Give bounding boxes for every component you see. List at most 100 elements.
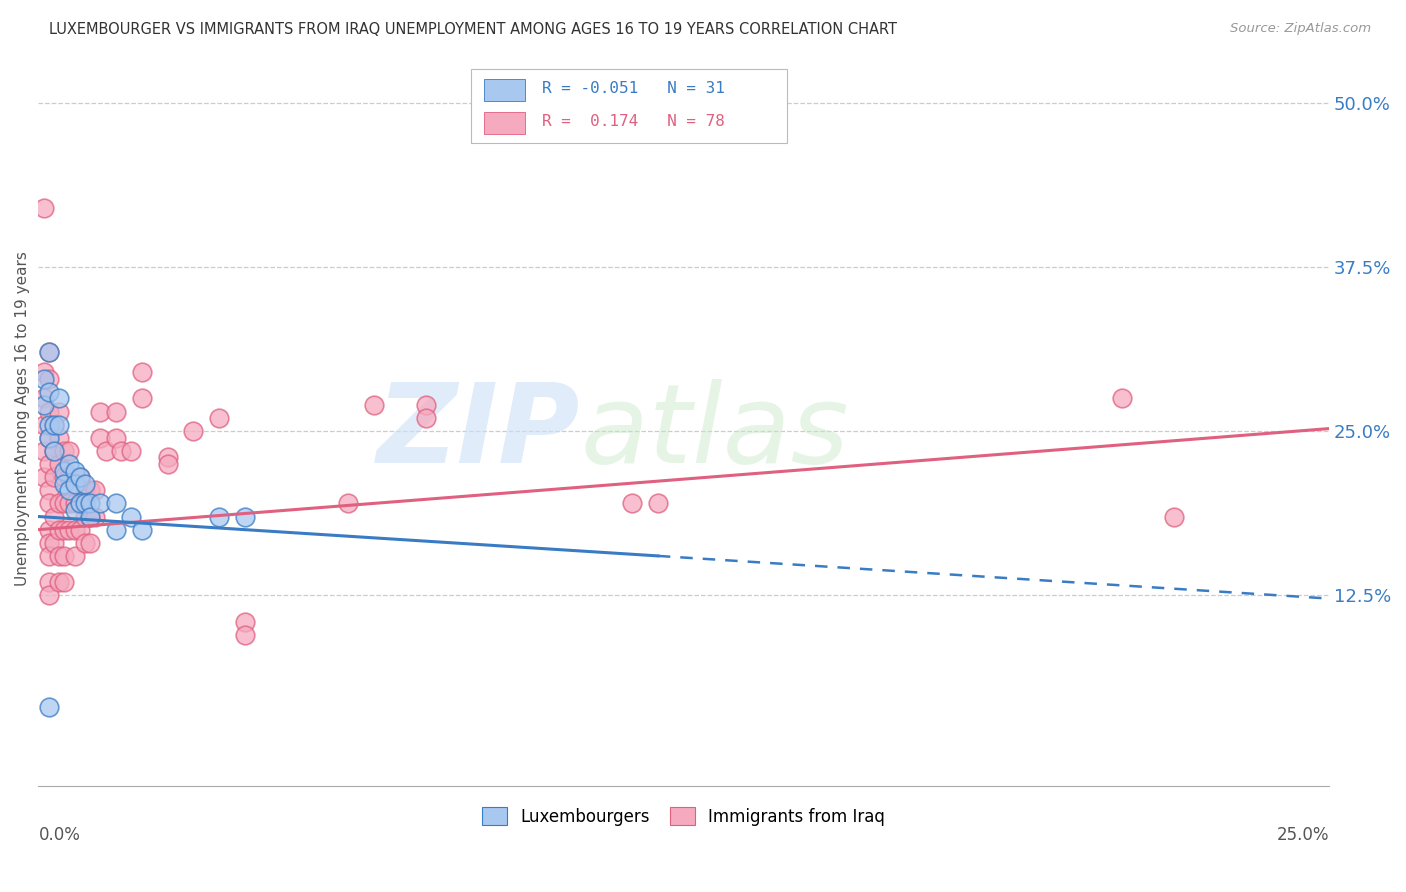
Point xyxy=(73,496,96,510)
Point xyxy=(1163,509,1185,524)
Point xyxy=(38,575,60,590)
Point xyxy=(131,365,153,379)
Point xyxy=(63,496,86,510)
Point xyxy=(415,411,437,425)
Point xyxy=(69,523,91,537)
Point xyxy=(79,483,101,498)
Point xyxy=(48,575,70,590)
Point xyxy=(53,444,76,458)
Text: LUXEMBOURGER VS IMMIGRANTS FROM IRAQ UNEMPLOYMENT AMONG AGES 16 TO 19 YEARS CORR: LUXEMBOURGER VS IMMIGRANTS FROM IRAQ UNE… xyxy=(49,22,897,37)
Point xyxy=(63,503,86,517)
Point xyxy=(38,384,60,399)
Point xyxy=(38,483,60,498)
Point xyxy=(38,549,60,563)
Point xyxy=(58,496,80,510)
Y-axis label: Unemployment Among Ages 16 to 19 years: Unemployment Among Ages 16 to 19 years xyxy=(15,251,30,585)
Point xyxy=(38,404,60,418)
Point xyxy=(32,470,55,484)
Point xyxy=(38,417,60,432)
Point xyxy=(32,365,55,379)
Point xyxy=(415,398,437,412)
Point xyxy=(208,411,231,425)
Point xyxy=(42,444,65,458)
Point xyxy=(48,417,70,432)
Point xyxy=(38,588,60,602)
Point xyxy=(73,535,96,549)
Point xyxy=(104,404,127,418)
Point xyxy=(69,496,91,510)
Point xyxy=(58,470,80,484)
Point xyxy=(42,470,65,484)
Point xyxy=(63,476,86,491)
Point xyxy=(42,444,65,458)
Point xyxy=(79,509,101,524)
Point xyxy=(32,201,55,215)
Point xyxy=(42,417,65,432)
Point xyxy=(1111,392,1133,406)
Point xyxy=(32,417,55,432)
Point xyxy=(131,523,153,537)
Point xyxy=(38,345,60,359)
Point xyxy=(73,476,96,491)
Point xyxy=(38,457,60,471)
Point xyxy=(156,457,179,471)
Point xyxy=(104,496,127,510)
Point xyxy=(156,450,179,465)
Point xyxy=(79,509,101,524)
Text: atlas: atlas xyxy=(581,379,849,486)
Point xyxy=(58,483,80,498)
Point xyxy=(181,424,204,438)
Point xyxy=(89,404,111,418)
Point xyxy=(32,398,55,412)
Text: Source: ZipAtlas.com: Source: ZipAtlas.com xyxy=(1230,22,1371,36)
Point xyxy=(48,431,70,445)
Point xyxy=(208,509,231,524)
Point xyxy=(38,431,60,445)
Legend: Luxembourgers, Immigrants from Iraq: Luxembourgers, Immigrants from Iraq xyxy=(475,801,891,832)
Point xyxy=(42,509,65,524)
Point xyxy=(63,523,86,537)
Point xyxy=(53,523,76,537)
Point xyxy=(120,509,142,524)
Point xyxy=(63,464,86,478)
Point xyxy=(58,444,80,458)
Point xyxy=(233,615,256,629)
Point xyxy=(69,496,91,510)
Point xyxy=(94,444,117,458)
Text: R =  0.174   N = 78: R = 0.174 N = 78 xyxy=(541,114,724,129)
Point xyxy=(38,372,60,386)
FancyBboxPatch shape xyxy=(484,112,524,134)
Text: ZIP: ZIP xyxy=(377,379,581,486)
Point xyxy=(38,699,60,714)
Point xyxy=(73,509,96,524)
Point xyxy=(337,496,360,510)
Point xyxy=(53,549,76,563)
Point xyxy=(48,496,70,510)
Point xyxy=(73,483,96,498)
Point xyxy=(233,509,256,524)
FancyBboxPatch shape xyxy=(471,69,787,143)
Point xyxy=(63,470,86,484)
Text: 25.0%: 25.0% xyxy=(1277,826,1329,844)
Point xyxy=(48,549,70,563)
Point xyxy=(79,535,101,549)
Point xyxy=(79,496,101,510)
Point xyxy=(69,470,91,484)
Point xyxy=(53,464,76,478)
Point xyxy=(48,404,70,418)
Point xyxy=(89,496,111,510)
Point xyxy=(53,575,76,590)
FancyBboxPatch shape xyxy=(484,78,524,101)
Point xyxy=(84,483,107,498)
Point xyxy=(84,509,107,524)
Point xyxy=(104,431,127,445)
Point xyxy=(32,444,55,458)
Point xyxy=(104,523,127,537)
Point xyxy=(233,627,256,641)
Point xyxy=(42,535,65,549)
Point xyxy=(32,392,55,406)
Point xyxy=(48,392,70,406)
Point xyxy=(58,457,80,471)
Point xyxy=(38,535,60,549)
Point xyxy=(42,417,65,432)
